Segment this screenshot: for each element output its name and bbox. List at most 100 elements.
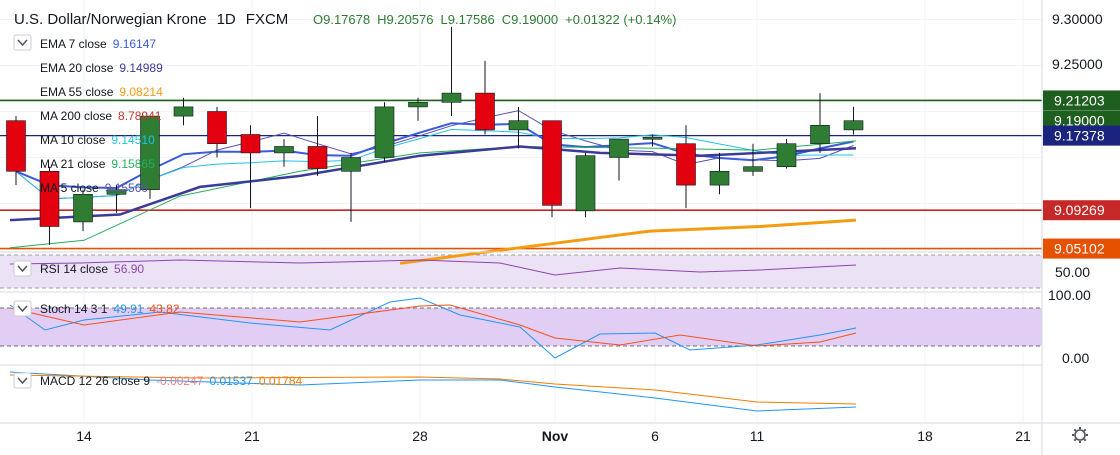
- candle[interactable]: [709, 152, 730, 195]
- candle[interactable]: [609, 138, 629, 181]
- candle[interactable]: [307, 116, 328, 176]
- time-label: 21: [1015, 428, 1031, 444]
- price-label-bg: [1043, 200, 1120, 221]
- candle-body: [743, 166, 763, 172]
- candle[interactable]: [843, 106, 864, 135]
- candle-body: [475, 92, 495, 131]
- candle-body: [810, 125, 830, 145]
- stoch-legend[interactable]: Stoch 14 3 1 49.91 43.82: [13, 300, 180, 317]
- chevron-down-icon: [17, 305, 28, 313]
- symbol-title: U.S. Dollar/Norwegian Krone: [14, 11, 207, 28]
- candle-body: [441, 92, 462, 103]
- rsi-legend[interactable]: RSI 14 close 56.90: [13, 260, 144, 277]
- price-label-text: 9.05102: [1054, 241, 1105, 257]
- candle[interactable]: [6, 116, 26, 186]
- stoch-k-line: [9, 297, 857, 359]
- candle-body: [508, 120, 529, 131]
- candle[interactable]: [408, 97, 428, 121]
- legend-label: EMA 7 close: [40, 37, 107, 51]
- candle[interactable]: [140, 115, 160, 199]
- candle[interactable]: [575, 152, 596, 218]
- stoch-axis-tick-bottom: 0.00: [1062, 350, 1089, 366]
- candle-body: [374, 106, 395, 158]
- candle-body: [207, 111, 227, 145]
- candle[interactable]: [441, 26, 462, 117]
- price-label: 9.05102: [1043, 238, 1120, 259]
- macd-line: [9, 371, 857, 412]
- open-value: O9.17678: [313, 12, 370, 27]
- legend-label: EMA 20 close: [40, 61, 114, 75]
- legend-row[interactable]: MA 10 close 9.14510: [40, 133, 155, 147]
- candle[interactable]: [207, 106, 227, 158]
- legend-label: EMA 55 close: [40, 85, 114, 99]
- macd-signal-line: [9, 374, 857, 405]
- candle[interactable]: [743, 143, 763, 176]
- candle-body: [408, 102, 428, 108]
- candle[interactable]: [676, 125, 696, 209]
- candle-body: [106, 189, 127, 195]
- legend-row[interactable]: EMA 20 close 9.14989: [40, 61, 163, 75]
- price-label-bg: [1043, 90, 1120, 111]
- candle[interactable]: [810, 93, 830, 153]
- candle[interactable]: [240, 125, 261, 209]
- candle-body: [140, 115, 160, 190]
- candle[interactable]: [173, 97, 194, 126]
- candle-body: [575, 155, 596, 212]
- candle[interactable]: [106, 185, 127, 213]
- legend-row[interactable]: EMA 55 close 9.08214: [40, 85, 163, 99]
- time-label: 21: [244, 428, 260, 444]
- candle[interactable]: [642, 134, 663, 147]
- time-label: 18: [917, 428, 933, 444]
- candle[interactable]: [39, 166, 60, 245]
- close-value: C9.19000: [502, 12, 558, 27]
- candle[interactable]: [776, 139, 797, 169]
- candles[interactable]: [6, 26, 864, 245]
- legend-value: 8.78941: [118, 109, 162, 123]
- stoch-k-value: 49.91: [113, 302, 143, 316]
- legend-row[interactable]: EMA 7 close 9.16147: [40, 37, 156, 51]
- legend-row[interactable]: MA 21 close 9.15865: [40, 157, 155, 171]
- gear-icon[interactable]: [1072, 427, 1088, 443]
- oscillator-lines: [9, 259, 857, 412]
- candle[interactable]: [475, 60, 495, 135]
- price-tick: 9.30000: [1052, 11, 1103, 27]
- candle[interactable]: [274, 139, 294, 167]
- candle-body: [173, 106, 194, 117]
- price-label-bg: [1043, 125, 1120, 146]
- price-label: 9.21203: [1043, 90, 1120, 111]
- legend-label: MA 5 close: [40, 181, 99, 195]
- price-label: 9.17378: [1043, 125, 1120, 146]
- price-label: 9.09269: [1043, 200, 1120, 221]
- ema55-line: [399, 218, 857, 265]
- rsi-line: [9, 259, 857, 276]
- price-axis[interactable]: 9.30000 9.25000: [1052, 11, 1103, 72]
- chevron-down-icon: [17, 265, 28, 273]
- legend-collapse-toggle[interactable]: [13, 34, 32, 51]
- interval-label: 1D: [217, 11, 236, 28]
- candle[interactable]: [73, 189, 93, 232]
- legend-value: 9.14510: [111, 133, 155, 147]
- source-label: FXCM: [246, 11, 289, 28]
- macd-legend[interactable]: MACD 12 26 close 9 -0.00247 0.01537 0.01784: [13, 372, 303, 389]
- legend-row[interactable]: MA 5 close 9.15560: [40, 181, 148, 195]
- candle[interactable]: [508, 106, 529, 149]
- legend-value: 9.08214: [119, 85, 163, 99]
- change-value: +0.01322 (+0.14%): [565, 12, 676, 27]
- rsi-band: [0, 255, 1042, 288]
- time-label: 6: [651, 428, 659, 444]
- legend-row[interactable]: MA 200 close 8.78941: [40, 109, 162, 123]
- candle[interactable]: [374, 102, 395, 163]
- time-axis[interactable]: 14 21 28 Nov 6 11 18 21: [76, 428, 1031, 444]
- time-label: Nov: [542, 428, 569, 444]
- candle[interactable]: [542, 120, 562, 218]
- rsi-value: 56.90: [114, 262, 144, 276]
- chevron-down-icon: [17, 39, 28, 47]
- price-label-text: 9.21203: [1054, 92, 1105, 108]
- candle[interactable]: [341, 152, 361, 222]
